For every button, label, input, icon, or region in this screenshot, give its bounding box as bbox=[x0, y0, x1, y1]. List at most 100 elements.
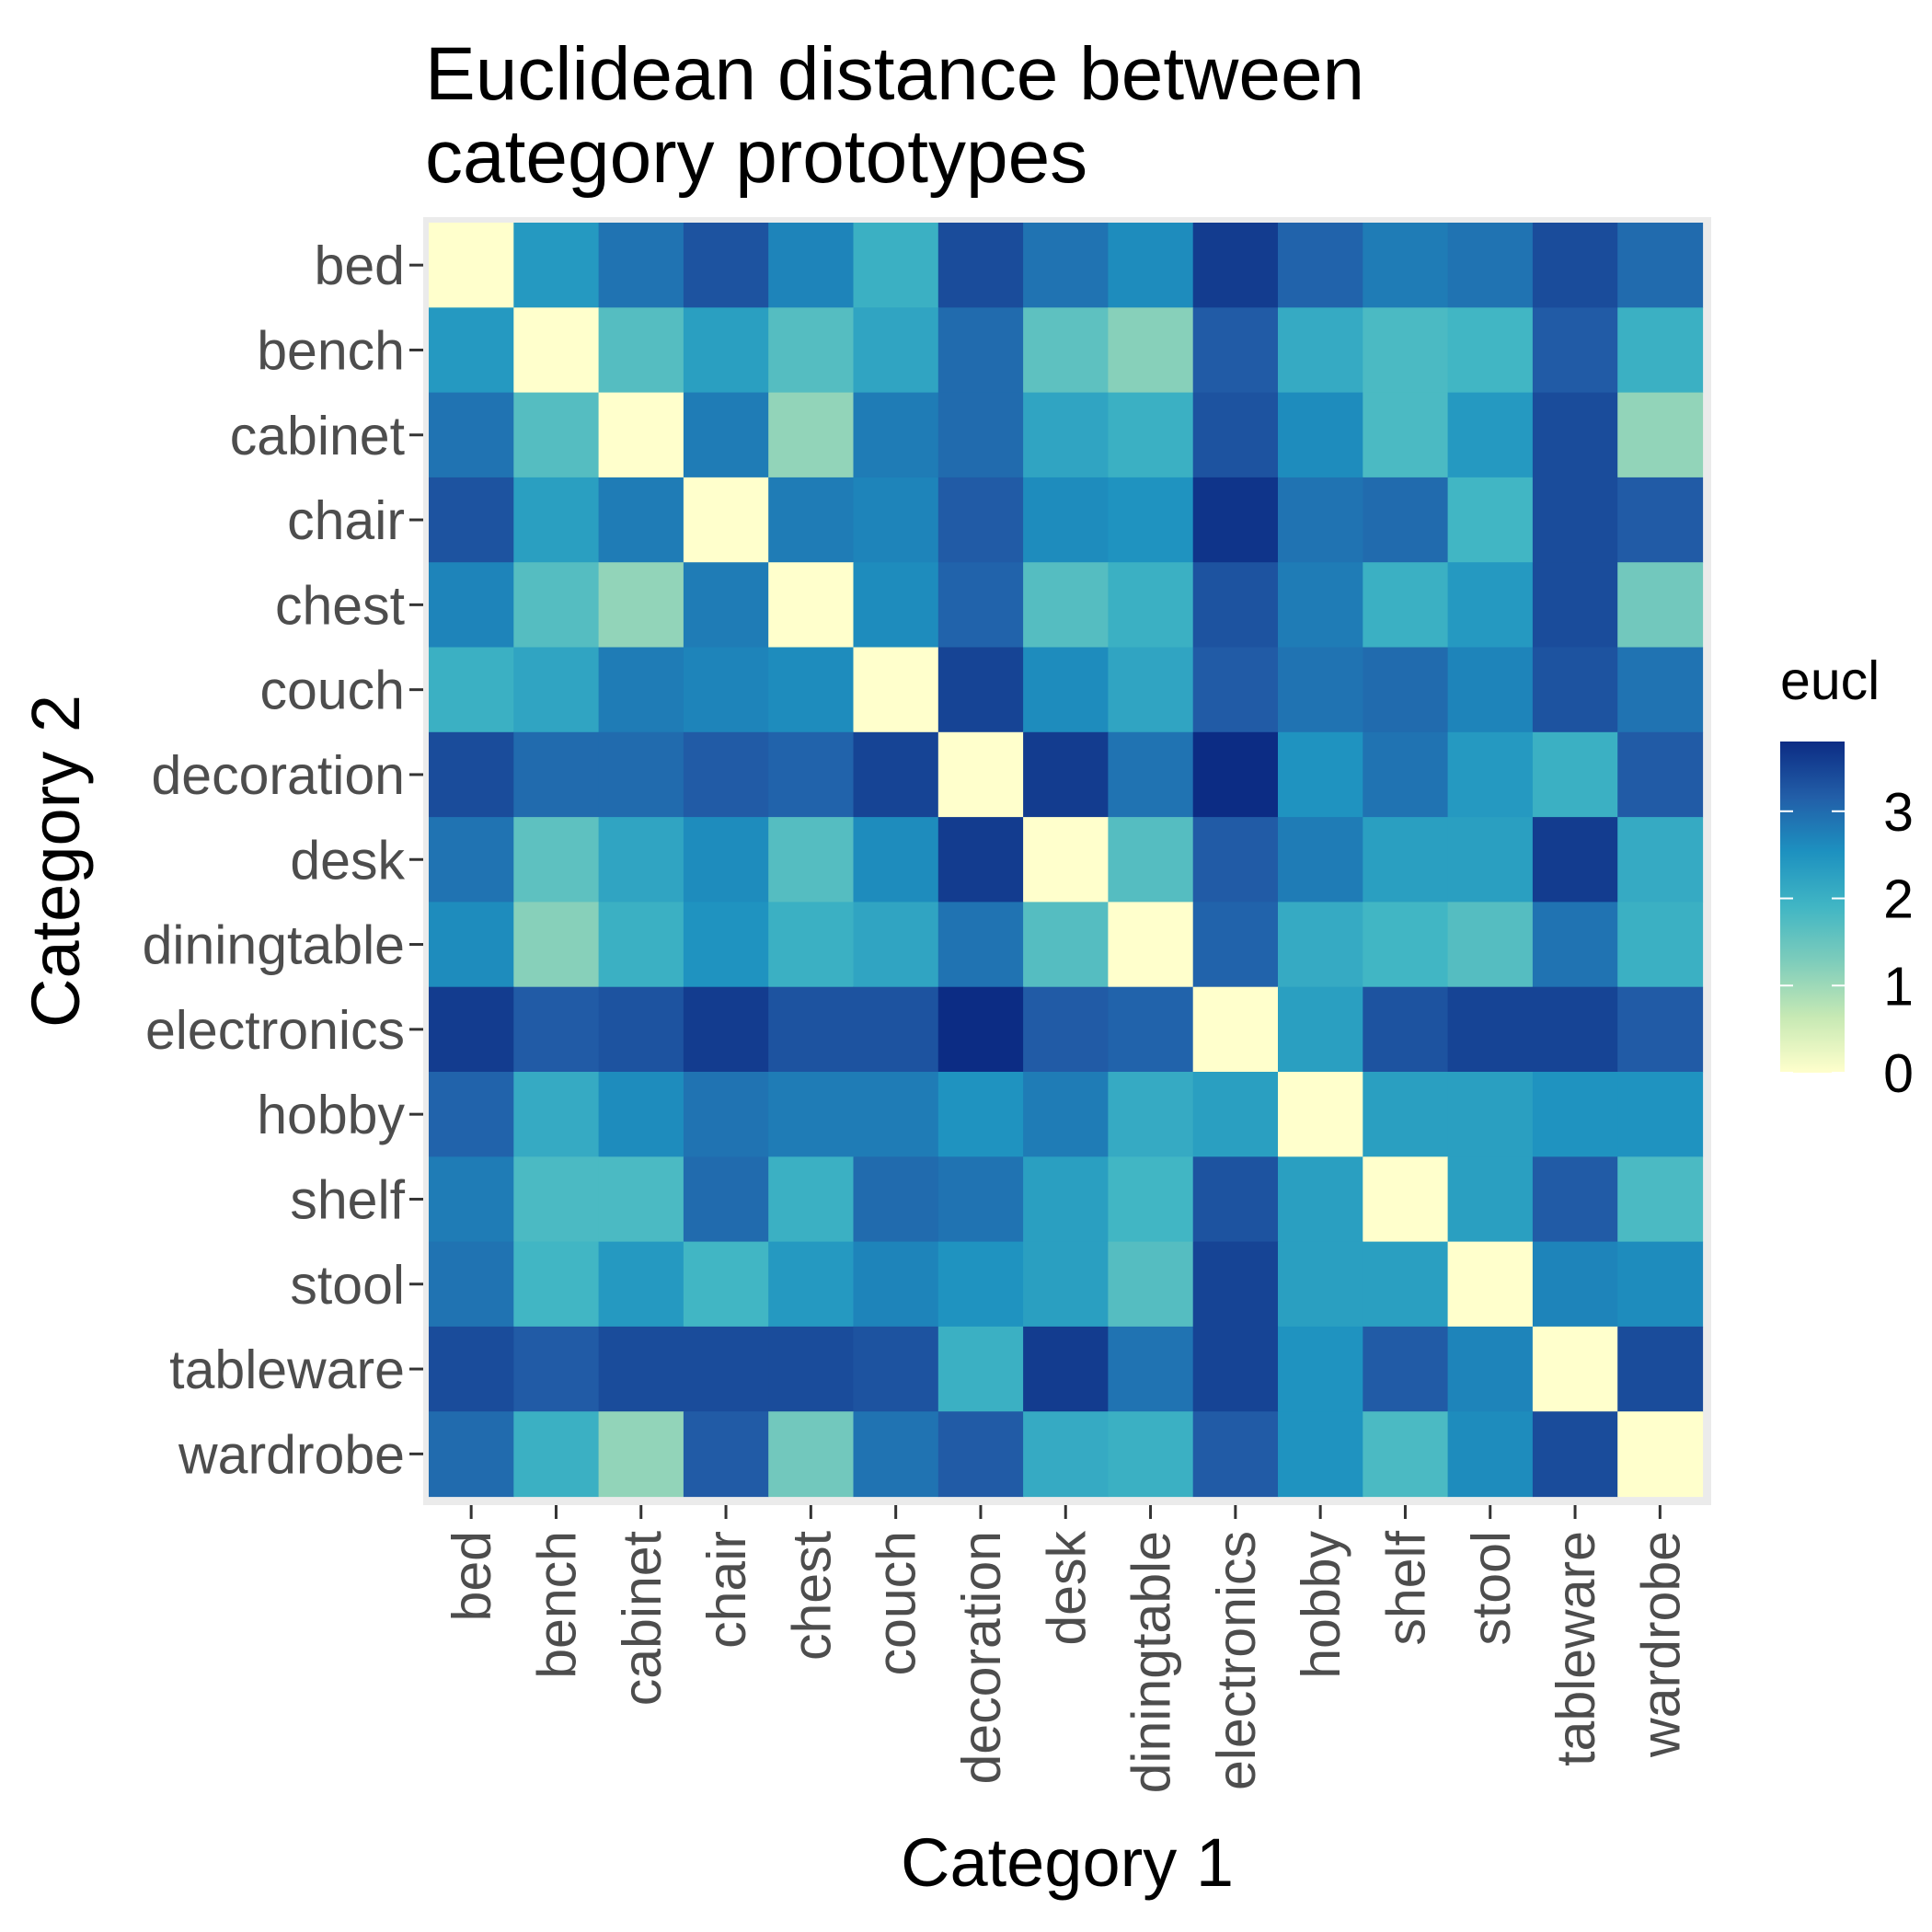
heatmap-cell-tableware-chest bbox=[768, 1326, 855, 1412]
heatmap-cell-tableware-chair bbox=[683, 1326, 769, 1412]
heatmap-cell-electronics-stool bbox=[1447, 986, 1534, 1073]
heatmap-cell-hobby-bench bbox=[513, 1072, 600, 1157]
heatmap-cell-wardrobe-diningtable bbox=[1108, 1411, 1194, 1498]
heatmap-cell-bench-bench bbox=[513, 307, 600, 394]
chart-title-line-2: category prototypes bbox=[425, 115, 1087, 199]
heatmap-cell-stool-bench bbox=[513, 1241, 600, 1328]
heatmap-cell-bed-tableware bbox=[1532, 223, 1618, 308]
heatmap-cell-couch-chest bbox=[768, 647, 855, 733]
heatmap-cell-chair-shelf bbox=[1363, 477, 1449, 563]
heatmap-cell-tableware-bench bbox=[513, 1326, 600, 1412]
heatmap-cell-chest-bed bbox=[429, 562, 514, 649]
heatmap-cell-desk-bench bbox=[513, 817, 600, 903]
x-tick-label-hobby: hobby bbox=[1291, 1531, 1351, 1679]
heatmap-cell-desk-desk bbox=[1023, 817, 1109, 903]
y-tick-label-hobby: hobby bbox=[257, 1085, 405, 1145]
heatmap-cell-couch-cabinet bbox=[598, 647, 684, 733]
heatmap-cell-chair-tableware bbox=[1532, 477, 1618, 563]
heatmap-cell-desk-wardrobe bbox=[1617, 817, 1704, 903]
heatmap-cell-couch-couch bbox=[853, 647, 939, 733]
heatmap-cell-stool-desk bbox=[1023, 1241, 1109, 1328]
heatmap-cell-electronics-desk bbox=[1023, 986, 1109, 1073]
heatmap-cell-shelf-electronics bbox=[1192, 1156, 1279, 1243]
heatmap-cell-decoration-bench bbox=[513, 731, 600, 818]
heatmap-cell-wardrobe-shelf bbox=[1363, 1411, 1449, 1498]
x-tick-label-bed: bed bbox=[442, 1531, 502, 1621]
heatmap-cell-decoration-wardrobe bbox=[1617, 731, 1704, 818]
heatmap-cell-diningtable-stool bbox=[1447, 902, 1534, 988]
heatmap-cell-wardrobe-stool bbox=[1447, 1411, 1534, 1498]
legend-title: eucl bbox=[1780, 650, 1880, 711]
heatmap-cell-couch-bed bbox=[429, 647, 514, 733]
heatmap-cell-decoration-hobby bbox=[1278, 731, 1363, 818]
heatmap-cell-bench-tableware bbox=[1532, 307, 1618, 394]
heatmap-cell-couch-bench bbox=[513, 647, 600, 733]
heatmap-cell-diningtable-chair bbox=[683, 902, 769, 988]
heatmap-cell-shelf-hobby bbox=[1278, 1156, 1363, 1243]
y-tick-label-bed: bed bbox=[315, 236, 405, 296]
heatmap-cell-diningtable-cabinet bbox=[598, 902, 684, 988]
heatmap-cell-cabinet-chair bbox=[683, 392, 769, 478]
heatmap-cell-bench-desk bbox=[1023, 307, 1109, 394]
legend-tick-label-0: 0 bbox=[1883, 1043, 1914, 1104]
x-tick-label-desk: desk bbox=[1036, 1531, 1097, 1646]
heatmap-cell-bed-bed bbox=[429, 223, 514, 308]
heatmap-cell-chest-diningtable bbox=[1108, 562, 1194, 649]
heatmap-cell-decoration-tableware bbox=[1532, 731, 1618, 818]
heatmap-cell-stool-wardrobe bbox=[1617, 1241, 1704, 1328]
heatmap-cell-electronics-shelf bbox=[1363, 986, 1449, 1073]
heatmap-cell-stool-electronics bbox=[1192, 1241, 1279, 1328]
heatmap-cell-chest-shelf bbox=[1363, 562, 1449, 649]
legend-colorbar bbox=[1780, 742, 1845, 1073]
heatmap-cell-tableware-desk bbox=[1023, 1326, 1109, 1412]
heatmap-cell-chair-electronics bbox=[1192, 477, 1279, 563]
heatmap-cell-chest-bench bbox=[513, 562, 600, 649]
heatmap-cell-wardrobe-chair bbox=[683, 1411, 769, 1498]
heatmap-cell-stool-hobby bbox=[1278, 1241, 1363, 1328]
heatmap-cell-bed-chest bbox=[768, 223, 855, 308]
heatmap-cell-bench-electronics bbox=[1192, 307, 1279, 394]
heatmap-cell-desk-couch bbox=[853, 817, 939, 903]
heatmap-cell-bed-couch bbox=[853, 223, 939, 308]
legend-tick-label-2: 2 bbox=[1883, 869, 1914, 930]
heatmap-cell-electronics-chair bbox=[683, 986, 769, 1073]
heatmap-cell-decoration-diningtable bbox=[1108, 731, 1194, 818]
chart-title-line-1: Euclidean distance between bbox=[425, 32, 1364, 116]
heatmap-cell-wardrobe-electronics bbox=[1192, 1411, 1279, 1498]
heatmap-cell-electronics-bench bbox=[513, 986, 600, 1073]
heatmap-cell-couch-shelf bbox=[1363, 647, 1449, 733]
heatmap-cell-hobby-tableware bbox=[1532, 1072, 1618, 1157]
heatmap-cell-shelf-cabinet bbox=[598, 1156, 684, 1243]
heatmap-cell-electronics-cabinet bbox=[598, 986, 684, 1073]
heatmap-cell-chest-chest bbox=[768, 562, 855, 649]
heatmap-cell-bed-chair bbox=[683, 223, 769, 308]
heatmap-cell-electronics-bed bbox=[429, 986, 514, 1073]
heatmap-cell-hobby-bed bbox=[429, 1072, 514, 1157]
y-tick-label-wardrobe: wardrobe bbox=[178, 1424, 405, 1485]
heatmap-cell-chest-couch bbox=[853, 562, 939, 649]
heatmap-cell-desk-cabinet bbox=[598, 817, 684, 903]
y-tick-label-tableware: tableware bbox=[169, 1340, 405, 1400]
heatmap-cell-cabinet-electronics bbox=[1192, 392, 1279, 478]
heatmap-cell-decoration-chest bbox=[768, 731, 855, 818]
heatmap-cell-stool-diningtable bbox=[1108, 1241, 1194, 1328]
y-tick-label-desk: desk bbox=[290, 830, 405, 891]
heatmap-cell-chair-couch bbox=[853, 477, 939, 563]
x-tick-label-shelf: shelf bbox=[1375, 1530, 1436, 1645]
heatmap-cell-bench-couch bbox=[853, 307, 939, 394]
y-tick-label-shelf: shelf bbox=[290, 1169, 405, 1230]
heatmap-cell-diningtable-tableware bbox=[1532, 902, 1618, 988]
heatmap-cell-electronics-decoration bbox=[937, 986, 1024, 1073]
heatmap-cell-wardrobe-decoration bbox=[937, 1411, 1024, 1498]
legend-tick-label-1: 1 bbox=[1883, 956, 1914, 1017]
heatmap-cell-tableware-couch bbox=[853, 1326, 939, 1412]
heatmap-cell-bench-shelf bbox=[1363, 307, 1449, 394]
heatmap-cell-stool-decoration bbox=[937, 1241, 1024, 1328]
heatmap-cell-shelf-bed bbox=[429, 1156, 514, 1243]
heatmap-cell-desk-hobby bbox=[1278, 817, 1363, 903]
heatmap-cell-chair-desk bbox=[1023, 477, 1109, 563]
heatmap-cell-diningtable-electronics bbox=[1192, 902, 1279, 988]
heatmap-cell-tableware-wardrobe bbox=[1617, 1326, 1704, 1412]
x-tick-label-diningtable: diningtable bbox=[1121, 1531, 1182, 1793]
heatmap-cell-hobby-cabinet bbox=[598, 1072, 684, 1157]
